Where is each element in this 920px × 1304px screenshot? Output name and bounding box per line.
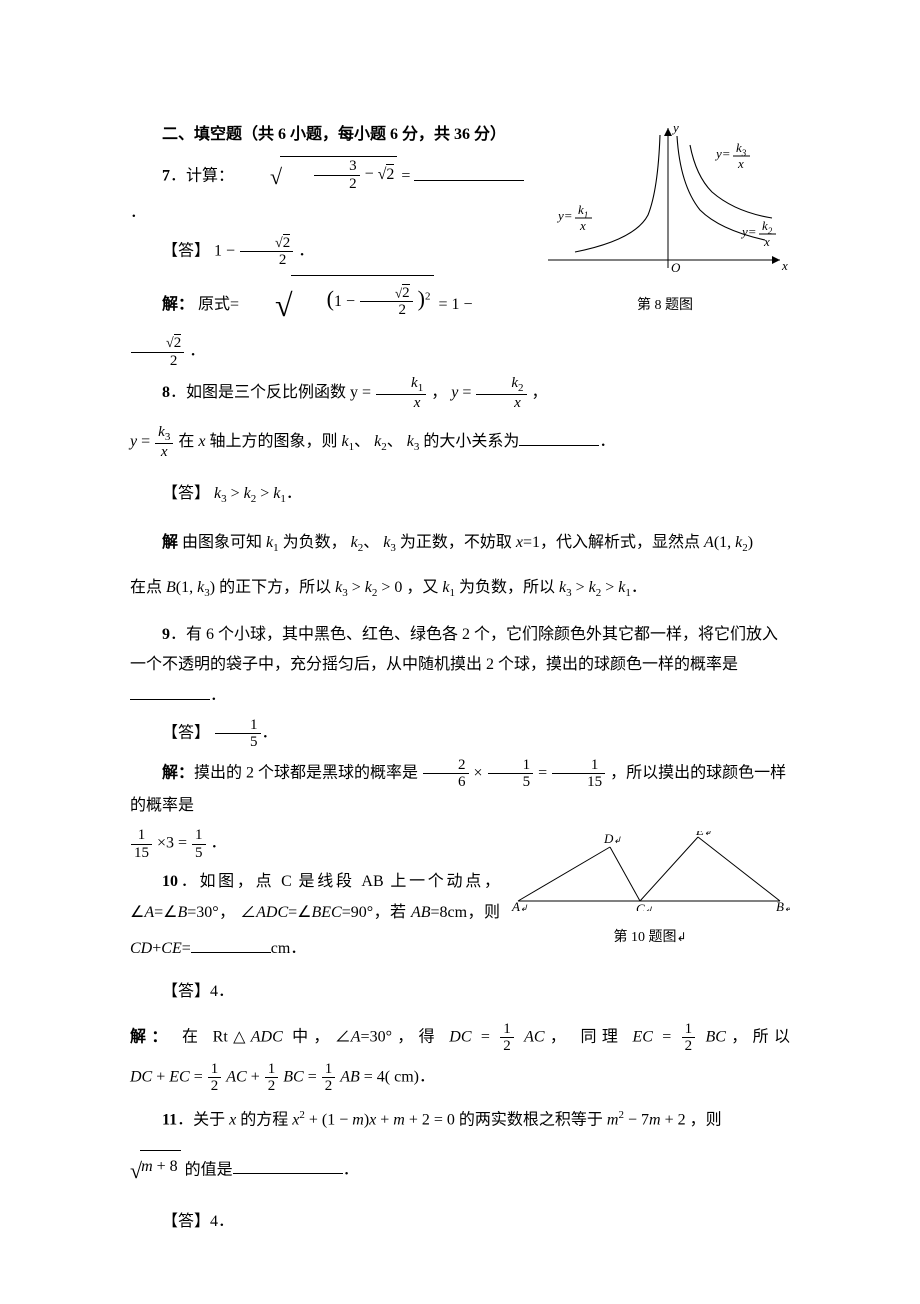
svg-text:y=: y= xyxy=(556,208,573,223)
fig8-label-k1: y= k1 x xyxy=(556,202,592,233)
q8-blank xyxy=(519,432,599,446)
svg-text:C↲: C↲ xyxy=(636,901,653,911)
q8-line1: 8．如图是三个反比例函数 y = k1x ， y = k2x ， xyxy=(130,375,790,412)
q7-sol-sqrt: √ (1 − √22 )2 xyxy=(243,275,434,336)
q11-number: 11 xyxy=(162,1111,177,1128)
q7-sol-label: 解： xyxy=(162,296,194,313)
q11-sqrt: √m + 8 xyxy=(130,1150,181,1192)
svg-text:y=: y= xyxy=(740,224,757,239)
q7-prefix: ．计算： xyxy=(170,168,234,185)
fig8-o-label: O xyxy=(671,260,681,275)
q8-ans-label: 【答】 xyxy=(162,485,210,502)
q10-answer: 【答】4． xyxy=(130,977,790,1007)
q10-line2: ∠A=∠B=30°， ∠ADC=∠BEC=90°，若 AB=8cm，则 xyxy=(130,898,500,928)
figure-10-container: A↲ C↲ B↲ D↲ E↲ 第 10 题图↲ xyxy=(510,831,790,951)
q10-number: 10 xyxy=(162,873,178,890)
figure-10-svg: A↲ C↲ B↲ D↲ E↲ xyxy=(510,831,790,911)
q9-sol-label: 解： xyxy=(162,765,194,782)
q10-line1: 10．如图，点 C 是线段 AB 上一个动点， xyxy=(130,867,500,897)
q9-ans-label: 【答】 xyxy=(162,725,210,742)
q9-blank xyxy=(130,685,210,699)
q11-blank xyxy=(233,1160,343,1174)
fig8-x-label: x xyxy=(781,258,788,273)
q11-line1: 11．关于 x 的方程 x2 + (1 − m)x + m + 2 = 0 的两… xyxy=(130,1105,790,1136)
q7-sqrt: √ 32 − √2 xyxy=(238,156,397,198)
svg-text:x: x xyxy=(579,218,586,233)
q9-answer: 【答】 15． xyxy=(130,717,790,751)
q10-sol-line2: DC + EC = 12 AC + 12 BC = 12 AB = 4( cm)… xyxy=(130,1061,790,1095)
q9-number: 9 xyxy=(162,626,170,643)
q8-sol-label: 解 xyxy=(162,534,178,551)
fig8-y-label: y xyxy=(671,120,679,135)
svg-text:B↲: B↲ xyxy=(776,899,790,911)
figure-8-caption: 第 8 题图 xyxy=(540,293,790,320)
page: y x O y= k1 x y= k3 x xyxy=(0,0,920,1304)
q7-blank xyxy=(414,167,524,181)
q10-blank xyxy=(191,939,271,953)
svg-text:D↲: D↲ xyxy=(603,831,621,846)
q9-sol-line1: 解：摸出的 2 个球都是黑球的概率是 26 × 15 = 115 ，所以摸出的球… xyxy=(130,757,790,821)
q8-answer: 【答】 k3 > k2 > k1． xyxy=(130,479,790,510)
q8-sol-line1: 解 由图象可知 k1 为负数， k2、 k3 为正数，不妨取 x=1，代入解析式… xyxy=(130,528,790,559)
fig8-label-k2: y= k2 x xyxy=(740,218,776,249)
q11-ans-label: 【答】 xyxy=(162,1213,210,1230)
q10-sol-line1: 解： 在 Rt△ADC 中，∠A=30°，得 DC = 12 AC， 同理 EC… xyxy=(130,1021,790,1055)
svg-text:x: x xyxy=(763,234,770,249)
q11-line2: √m + 8 的值是． xyxy=(130,1150,790,1192)
q10-block: 10．如图，点 C 是线段 AB 上一个动点， ∠A=∠B=30°， ∠ADC=… xyxy=(130,867,500,928)
svg-text:x: x xyxy=(737,156,744,171)
figure-8-container: y x O y= k1 x y= k3 x xyxy=(540,120,790,320)
q10-sol-label: 解： xyxy=(130,1029,173,1046)
figure-8-svg: y x O y= k1 x y= k3 x xyxy=(540,120,790,280)
q8-line2: y = k3x 在 x 轴上方的图象，则 k1、 k2、 k3 的大小关系为． xyxy=(130,424,790,461)
fig8-label-k3: y= k3 x xyxy=(714,140,750,171)
q8-number: 8 xyxy=(162,384,170,401)
svg-text:E↲: E↲ xyxy=(695,831,712,838)
q11-answer: 【答】4． xyxy=(130,1207,790,1237)
figure-10-caption: 第 10 题图↲ xyxy=(510,925,790,952)
q7-number: 7 xyxy=(162,168,170,185)
q7-ans-label: 【答】 xyxy=(162,242,210,259)
q8-sol-line2: 在点 B(1, k3) 的正下方，所以 k3 > k2 > 0 ，又 k1 为负… xyxy=(130,573,790,604)
q10-ans-label: 【答】 xyxy=(162,983,210,1000)
q9-prompt: 9．有 6 个小球，其中黑色、红色、绿色各 2 个，它们除颜色外其它都一样，将它… xyxy=(130,620,790,711)
svg-text:y=: y= xyxy=(714,146,731,161)
